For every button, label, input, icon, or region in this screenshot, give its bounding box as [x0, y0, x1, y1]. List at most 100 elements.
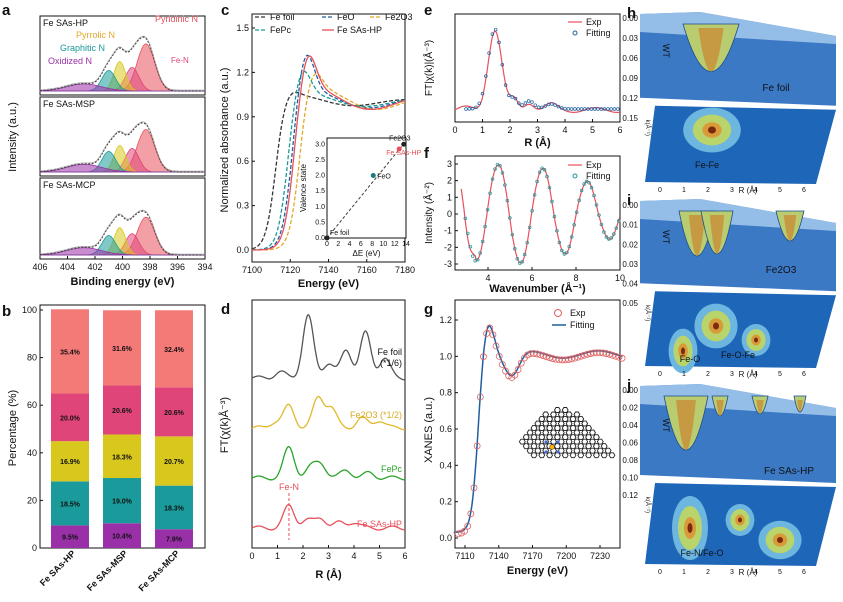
r-fit-point	[517, 101, 521, 105]
lattice-ring	[565, 429, 573, 436]
inset-point-label: Fe foil	[330, 230, 350, 237]
xanes-exp-point	[495, 352, 503, 360]
wt-z-tick: 0.05	[622, 299, 638, 308]
bar-segment	[51, 309, 89, 394]
x-tick-label: 0	[452, 125, 457, 135]
wt-axis-title: WT	[661, 230, 671, 244]
lattice-ring	[534, 429, 542, 436]
legend-entry: FeO	[337, 12, 355, 22]
r-fit-point	[616, 107, 620, 111]
lattice-ring	[546, 452, 554, 459]
wt-r-tick: 2	[706, 187, 710, 194]
ft-curve	[251, 445, 406, 481]
xanes-exp-point	[486, 324, 494, 332]
ft-series-label: Fe SAs-HP	[357, 519, 402, 529]
legend-swatch	[554, 309, 562, 317]
xanes-exp-point	[568, 355, 576, 363]
xanes-exp-point	[615, 353, 623, 361]
bar-category-label: Fe SAs-HP	[38, 548, 78, 588]
r-fit-point	[470, 106, 475, 111]
xanes-exp-point	[584, 350, 591, 358]
lattice-ring	[565, 411, 573, 418]
legend-entry: Fe SAs-HP	[337, 25, 382, 35]
wt-z-tick: 0.00	[622, 386, 638, 395]
lattice-ring	[561, 452, 569, 459]
lattice-ring	[542, 438, 550, 445]
ft-series-label: Fe2O3 (*1/2)	[350, 410, 402, 420]
k-fit-point	[567, 244, 572, 249]
xanes-exp-point	[517, 359, 525, 367]
x-axis-title: Energy (eV)	[507, 565, 568, 577]
inset-y-tick: 2.0	[315, 173, 325, 180]
legend-entry: Fe2O3	[385, 12, 413, 22]
panel-label: a	[2, 2, 11, 19]
k-fit-point	[515, 256, 520, 261]
bar-segment	[103, 478, 141, 524]
y-tick-label: 40	[27, 448, 37, 458]
xanes-exp-point	[464, 522, 472, 530]
inset-x-tick: 12	[391, 241, 399, 248]
y-axis-title: XANES (a.u.)	[423, 397, 435, 463]
k-fit-point	[572, 223, 576, 227]
x-tick-label: 7100	[242, 265, 262, 275]
xanes-exp-point	[580, 351, 588, 359]
lattice-ring	[592, 452, 600, 459]
xps-frame	[39, 96, 206, 177]
k-fit-point	[597, 213, 601, 217]
x-tick-label: 7180	[395, 265, 415, 275]
r-fit-point	[503, 83, 508, 87]
lattice-ring	[585, 452, 593, 459]
k-fit-point	[550, 199, 554, 204]
x-tick-label: 7230	[590, 551, 610, 561]
r-fit-point	[586, 107, 590, 111]
bar-segment	[103, 310, 141, 386]
lattice-ring	[561, 434, 569, 441]
inset-point	[324, 235, 330, 241]
wt-z-tick: 0.15	[622, 114, 638, 123]
y-tick-label: -1	[444, 226, 452, 236]
wt-dip-core	[756, 400, 764, 414]
x-tick-label: 6	[529, 273, 534, 283]
lattice-ring	[577, 443, 585, 450]
n-atom	[544, 440, 548, 444]
xanes-exp-point	[480, 353, 487, 361]
wt-axis-title: WT	[661, 418, 671, 432]
r-fit-point	[550, 102, 554, 106]
lattice-ring	[534, 438, 542, 445]
xps-sample-label: Fe SAs-MSP	[43, 99, 95, 109]
lattice-ring	[550, 438, 557, 445]
y-tick-label: -3	[444, 259, 452, 269]
x-tick-label: 3	[326, 551, 331, 561]
bar-segment	[155, 529, 193, 548]
r-fit-point	[467, 107, 472, 111]
lattice-ring	[550, 420, 557, 427]
k-fit-point	[490, 177, 495, 181]
k-fit-point	[527, 225, 532, 230]
legend-entry: Exp	[586, 160, 602, 170]
wt-peak-label: Fe-O-Fe	[721, 350, 755, 360]
wt-contour	[777, 537, 783, 543]
lattice-ring	[569, 425, 577, 432]
lattice-ring	[573, 411, 581, 418]
lattice-ring	[518, 438, 526, 445]
y-tick-label: -2	[444, 242, 452, 252]
r-fit-point	[583, 107, 587, 111]
k-fit-point	[483, 224, 487, 229]
xanes-exp-point	[536, 351, 544, 359]
lattice-ring	[542, 411, 550, 418]
k-fit-point	[545, 174, 549, 179]
xanes-exp-point	[577, 352, 585, 360]
wt-contour	[687, 523, 693, 533]
y-tick-label: 20	[27, 495, 37, 505]
lattice-ring	[573, 420, 581, 427]
wt-r-tick: 2	[706, 569, 710, 576]
xanes-exp-point	[574, 353, 582, 361]
k-fit-point	[577, 198, 581, 203]
xanes-exp-point	[511, 371, 519, 379]
k-fit-point	[522, 252, 527, 257]
lattice-ring	[573, 438, 581, 445]
lattice-ring	[557, 411, 565, 418]
lattice-ring	[553, 434, 561, 441]
xanes-exp-point	[530, 350, 538, 357]
